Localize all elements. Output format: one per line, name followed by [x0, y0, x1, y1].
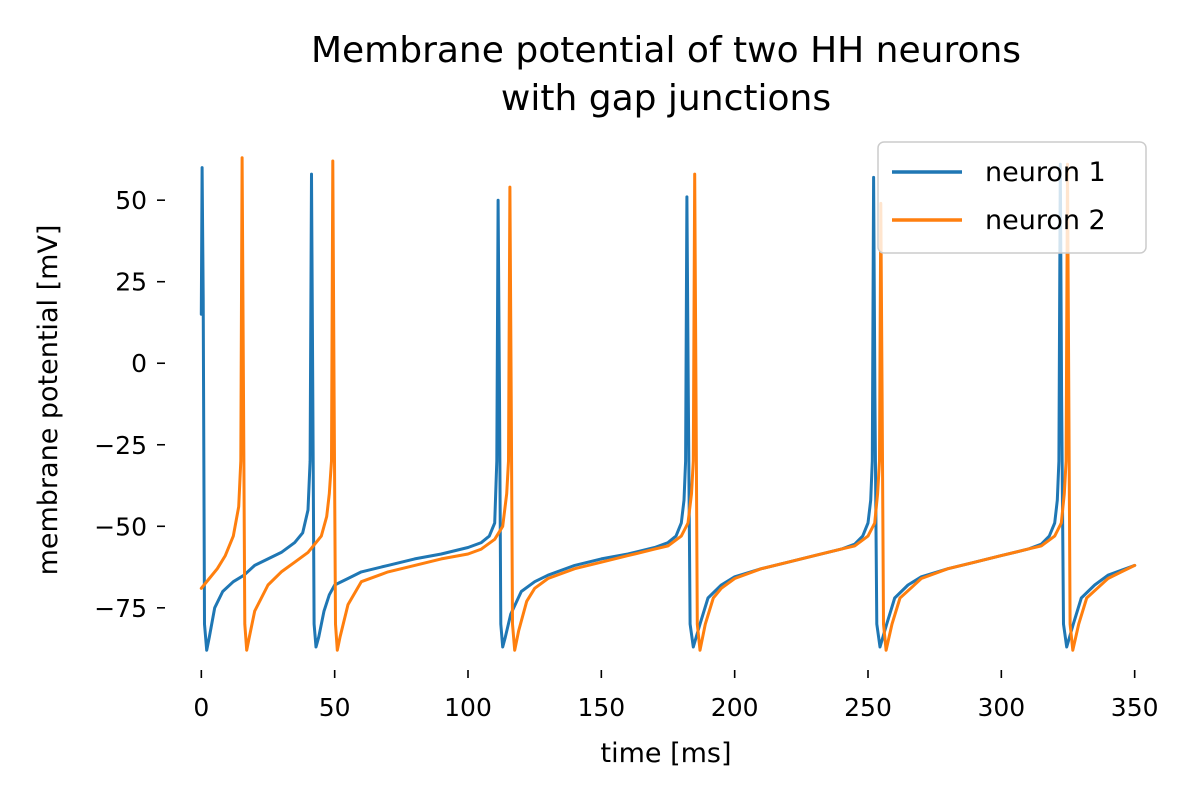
y-tick-label: −50	[94, 512, 147, 541]
x-tick-label: 250	[844, 693, 892, 722]
series-lines	[199, 156, 1137, 652]
x-axis-label: time [ms]	[600, 738, 731, 769]
legend: neuron 1 neuron 2	[877, 141, 1147, 254]
y-tick-label: 0	[131, 349, 147, 378]
y-axis-ticks: 50 25 0 −25 −50 −75	[94, 186, 165, 623]
chart-title-line-2: with gap junctions	[501, 78, 831, 119]
y-axis-label: membrane potential [mV]	[33, 225, 64, 576]
y-tick-label: −25	[94, 431, 147, 460]
x-tick-label: 150	[577, 693, 625, 722]
x-tick-label: 100	[444, 693, 492, 722]
series-line-2	[199, 156, 1137, 652]
y-tick-label: 50	[115, 186, 147, 215]
y-tick-label: −75	[94, 594, 147, 623]
x-tick-label: 350	[1111, 693, 1159, 722]
legend-label-neuron-1: neuron 1	[985, 157, 1106, 188]
legend-box	[877, 141, 1147, 254]
x-tick-label: 200	[711, 693, 759, 722]
y-tick-label: 25	[115, 268, 147, 297]
legend-label-neuron-2: neuron 2	[985, 205, 1106, 236]
x-tick-label: 300	[977, 693, 1025, 722]
x-tick-label: 0	[193, 693, 209, 722]
x-tick-label: 50	[319, 693, 351, 722]
x-axis-ticks: 0 50 100 150 200 250 300 350	[193, 670, 1159, 722]
chart-title-line-1: Membrane potential of two HH neurons	[311, 30, 1021, 71]
